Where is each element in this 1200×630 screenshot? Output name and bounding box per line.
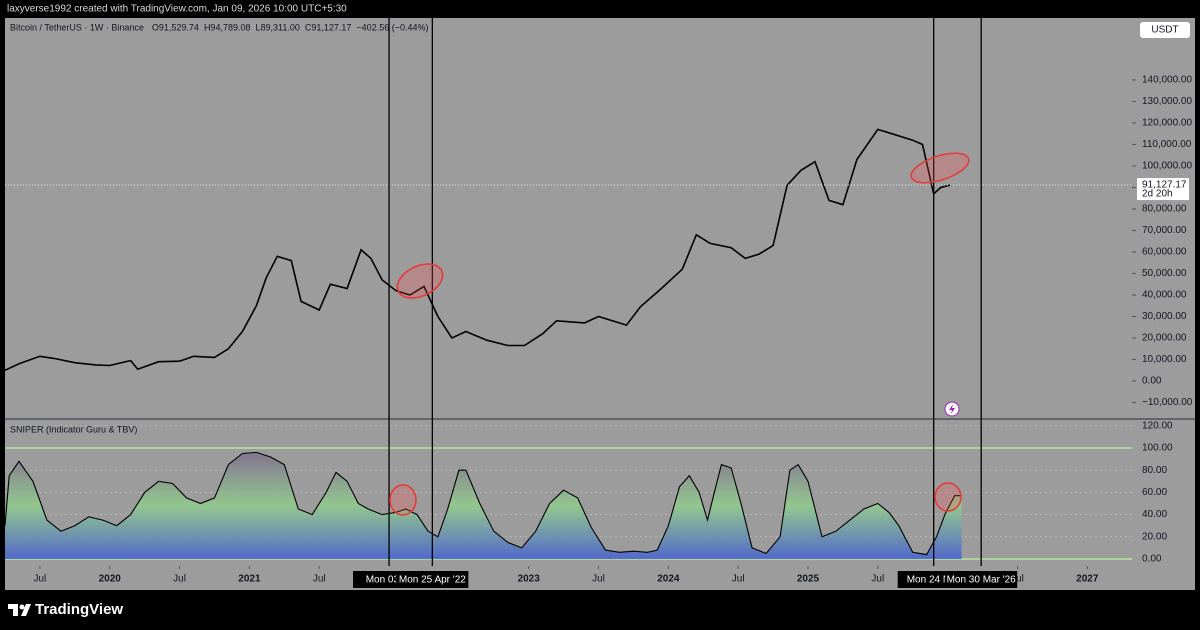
y-tick-label: 50,000.00	[1142, 268, 1187, 279]
date-label: Mon 03 Ja	[366, 575, 413, 586]
x-tick-label: 2025	[797, 574, 820, 585]
y-tick-label: 60.00	[1142, 487, 1167, 498]
x-tick-label: Jul	[34, 574, 47, 585]
x-tick-label: 2027	[1076, 574, 1099, 585]
y-tick-label: 140,000.00	[1142, 75, 1192, 86]
credit: laxyverse1992 created with TradingView.c…	[7, 4, 347, 15]
last-price-box	[1137, 178, 1189, 201]
y-tick-label: 0.00	[1142, 554, 1162, 565]
x-tick-label: Jul	[871, 574, 884, 585]
legend-low: L89,311.00	[255, 22, 299, 32]
date-label-box	[945, 571, 1018, 588]
y-tick-label: 40,000.00	[1142, 290, 1187, 301]
highlight	[910, 152, 970, 184]
y-tick-label: 110,000.00	[1142, 139, 1192, 150]
highlight	[396, 263, 444, 299]
x-tick-label: 2024	[657, 574, 680, 585]
y-tick-label: 130,000.00	[1142, 96, 1192, 107]
y-tick-label: 10,000.00	[1142, 354, 1187, 365]
currency[interactable]: USDT	[1151, 25, 1178, 36]
brand: TradingView	[35, 601, 123, 618]
y-tick-label: 0.00	[1142, 376, 1162, 387]
logo-mark	[19, 604, 25, 610]
brand-logo	[8, 604, 31, 616]
date-label: Mon 24 Nov	[907, 575, 961, 586]
legend-title: SNIPER (Indicator Guru & TBV)	[10, 424, 137, 434]
y-tick-label: 120,000.00	[1142, 118, 1192, 129]
date-label: Mon 30 Mar '26	[947, 575, 1017, 586]
y-tick-label: 40.00	[1142, 509, 1167, 520]
logo-mark	[21, 604, 31, 616]
indicator-line	[4, 451, 962, 556]
x-tick-label: Jul	[592, 574, 605, 585]
currency-button[interactable]	[1140, 22, 1190, 38]
plot-marks: −10,000.00 0.00 10,000.00 20,000.00 30,000.0…	[4, 18, 1193, 588]
y-tick-label: 60,000.00	[1142, 247, 1187, 258]
legend-change: −402.56 (−0.44%)	[356, 22, 428, 32]
y-tick-label: 100,000.00	[1142, 161, 1192, 172]
logo-mark	[8, 604, 18, 616]
y-tick-label: 70,000.00	[1142, 225, 1187, 236]
x-tick-label: 2021	[238, 574, 261, 585]
x-tick-label: Jul	[1011, 574, 1024, 585]
highlight	[934, 482, 962, 512]
x-tick-label: 2023	[518, 574, 541, 585]
legend-high: H94,789.08	[204, 22, 251, 32]
last-price-label: 91,127.17	[1142, 180, 1187, 191]
y-tick-label: 80.00	[1142, 465, 1167, 476]
price-line	[4, 128, 951, 372]
countdown: 2d 20h	[1142, 189, 1173, 200]
legend-title: Bitcoin / TetherUS · 1W · Binance	[10, 22, 144, 32]
y-tick-label: 20,000.00	[1142, 333, 1187, 344]
event-icon-bolt	[949, 404, 955, 414]
chart-panel	[5, 18, 1195, 590]
date-label: Mon 25 Apr '22	[399, 575, 466, 586]
legend-open: O91,529.74	[152, 22, 199, 32]
y-tick-label: 120.00	[1142, 420, 1173, 431]
x-tick-label: Jul	[313, 574, 326, 585]
date-label-box	[396, 571, 469, 588]
highlight	[389, 484, 417, 516]
y-tick-label: 100.00	[1142, 443, 1173, 454]
x-tick-label: Jul	[732, 574, 745, 585]
y-tick-label: 30,000.00	[1142, 311, 1187, 322]
x-tick-label: 2020	[99, 574, 122, 585]
y-tick-label: 20.00	[1142, 531, 1167, 542]
y-tick-label: −10,000.00	[1142, 397, 1193, 408]
indicator-fill	[5, 452, 962, 559]
y-tick-label: 80,000.00	[1142, 204, 1187, 215]
x-tick-label: Jul	[173, 574, 186, 585]
legend-close: C91,127.17	[305, 22, 352, 32]
